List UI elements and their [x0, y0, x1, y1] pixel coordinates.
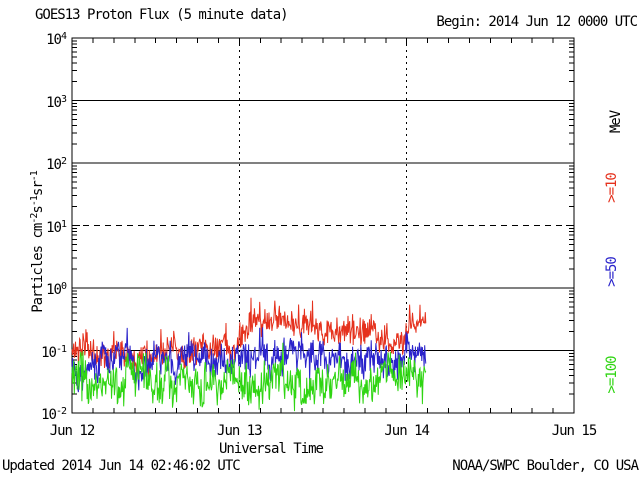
y-tick-label: 102 — [46, 156, 67, 173]
chart-title: GOES13 Proton Flux (5 minute data) — [35, 7, 289, 23]
y-tick-label: 103 — [46, 93, 67, 111]
legend-label: >=50 — [604, 257, 620, 287]
legend-label: >=100 — [604, 356, 620, 394]
y-axis-title-part: s — [30, 206, 46, 214]
y-axis-title-part: -1 — [29, 171, 40, 182]
updated-timestamp: Updated 2014 Jun 14 02:46:02 UTC — [2, 458, 241, 474]
x-tick-label: Jun 13 — [217, 423, 263, 439]
y-tick-label: 10-2 — [41, 406, 67, 423]
x-axis-title: Universal Time — [218, 441, 324, 457]
y-axis-title-part: sr — [30, 181, 46, 197]
y-tick-label: 101 — [46, 218, 67, 236]
x-tick-label: Jun 14 — [384, 423, 430, 439]
y-tick-label: 100 — [46, 281, 67, 298]
flux-trace-100mev — [71, 342, 427, 412]
y-tick-label: 10-1 — [41, 343, 67, 361]
x-tick-label: Jun 15 — [551, 423, 598, 439]
flux-trace-50mev — [71, 327, 427, 393]
y-axis-title-part: -1 — [29, 196, 40, 207]
legend-label: >=10 — [604, 173, 620, 203]
y-axis-title-part: Particles cm — [30, 223, 46, 313]
x-tick-label: Jun 12 — [49, 423, 96, 439]
y-axis-title: Particles cm-2s-1sr-1 — [28, 112, 46, 372]
y-tick-label: 104 — [46, 31, 67, 48]
begin-time-label: Begin: 2014 Jun 12 0000 UTC — [436, 14, 638, 30]
source-attribution: NOAA/SWPC Boulder, CO USA — [452, 458, 639, 474]
